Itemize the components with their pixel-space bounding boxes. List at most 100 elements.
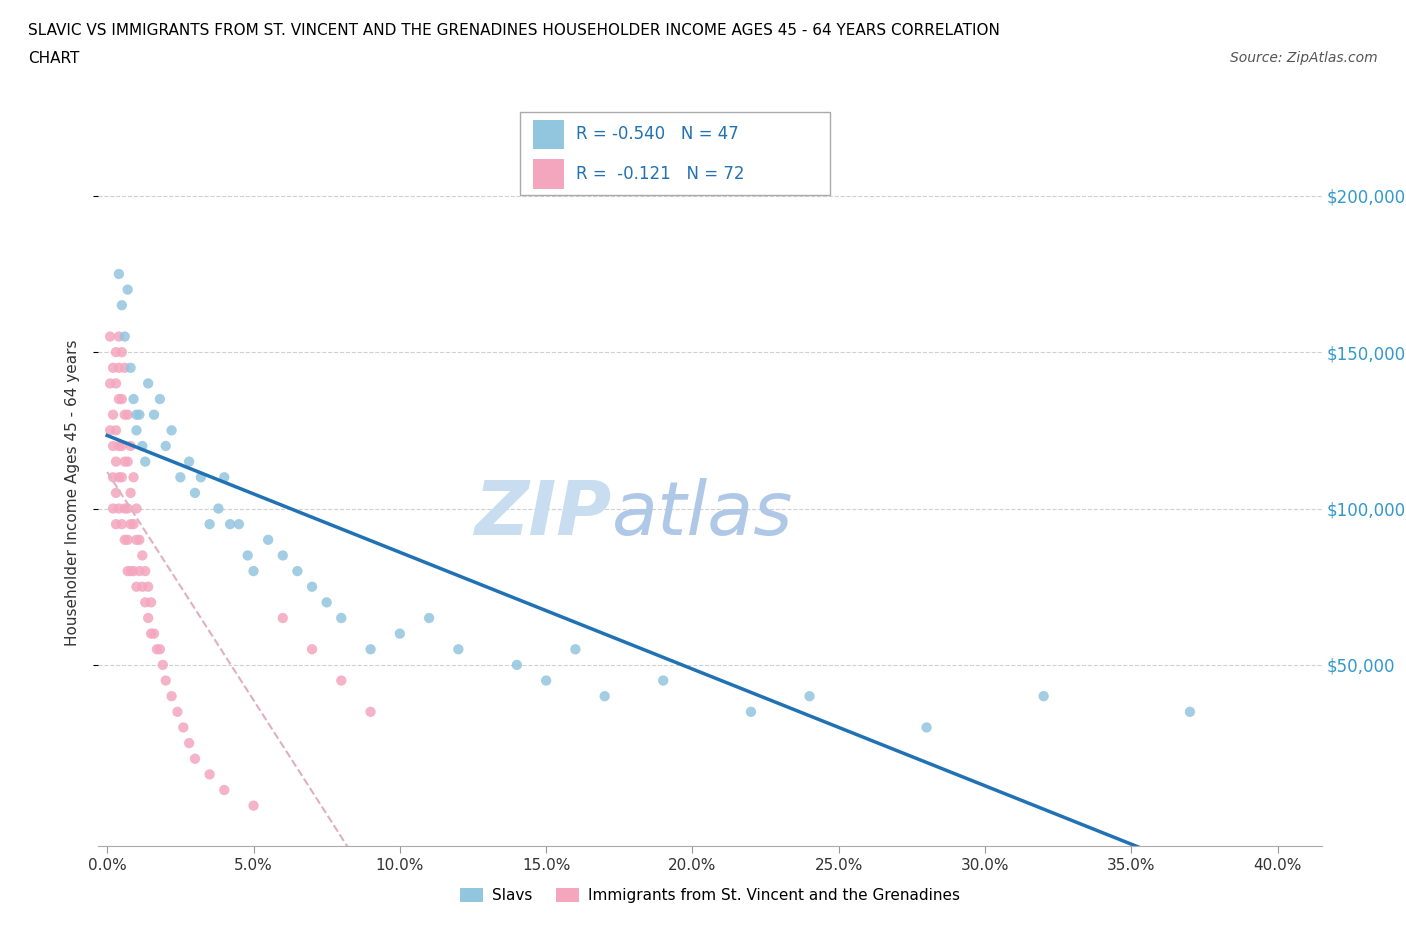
Point [108,267,131,282]
Point [117,532,139,547]
Point [122,517,145,532]
Point [104,376,127,391]
Point [136,611,159,626]
Point [139,595,162,610]
Point [740,704,762,719]
Point [120,360,142,375]
Point [101,407,124,422]
Point [98,376,121,391]
Point [111,392,134,406]
Text: atlas: atlas [612,478,793,551]
Point [1178,704,1201,719]
Point [120,564,142,578]
Point [111,439,134,454]
Text: R =  -0.121   N = 72: R = -0.121 N = 72 [576,165,744,182]
Point [134,454,156,469]
Point [128,407,150,422]
Point [117,282,139,297]
Point [257,532,280,547]
Point [179,736,201,751]
Point [360,704,382,719]
Point [117,564,139,578]
Point [287,564,309,578]
Point [136,376,159,391]
Point [301,642,323,657]
Point [120,517,142,532]
Point [125,532,148,547]
Point [122,470,145,485]
Point [271,548,294,563]
Point [117,501,139,516]
Point [169,470,191,485]
Point [301,579,323,594]
Point [101,439,124,454]
Point [131,548,153,563]
Point [104,454,127,469]
Point [506,658,529,672]
Point [198,517,221,532]
Point [330,611,353,626]
Point [418,611,440,626]
Point [125,579,148,594]
Point [143,626,166,641]
Point [212,470,235,485]
Point [111,470,134,485]
Text: CHART: CHART [28,51,80,66]
Point [360,642,382,657]
Point [152,658,174,672]
Point [131,579,153,594]
Point [120,439,142,454]
Point [271,611,294,626]
Point [134,595,156,610]
FancyBboxPatch shape [533,159,564,189]
Point [1032,689,1054,704]
Point [122,392,145,406]
Point [108,501,131,516]
Point [111,345,134,360]
FancyBboxPatch shape [520,112,830,195]
Point [98,423,121,438]
Point [114,454,136,469]
Point [207,501,229,516]
Point [104,517,127,532]
Point [155,673,177,688]
Point [108,439,131,454]
Point [122,564,145,578]
Point [101,501,124,516]
Point [114,360,136,375]
Point [111,298,134,312]
Point [564,642,586,657]
Text: SLAVIC VS IMMIGRANTS FROM ST. VINCENT AND THE GRENADINES HOUSEHOLDER INCOME AGES: SLAVIC VS IMMIGRANTS FROM ST. VINCENT AN… [28,23,1000,38]
Point [315,595,337,610]
Point [117,454,139,469]
Point [120,485,142,500]
Point [125,423,148,438]
Point [799,689,821,704]
Point [172,720,194,735]
Point [330,673,353,688]
Point [242,564,264,578]
Point [198,767,221,782]
Point [108,392,131,406]
Y-axis label: Householder Income Ages 45 - 64 years: Householder Income Ages 45 - 64 years [65,339,80,646]
Point [146,642,169,657]
Point [236,548,259,563]
Point [179,454,201,469]
Point [212,782,235,797]
Point [534,673,557,688]
Point [98,329,121,344]
Point [125,501,148,516]
Point [114,532,136,547]
Point [219,517,242,532]
Point [128,532,150,547]
Point [593,689,616,704]
Point [128,564,150,578]
Point [108,470,131,485]
Point [143,407,166,422]
Point [388,626,411,641]
Point [242,798,264,813]
Point [915,720,938,735]
Point [108,329,131,344]
Point [114,501,136,516]
Text: ZIP: ZIP [475,478,612,551]
